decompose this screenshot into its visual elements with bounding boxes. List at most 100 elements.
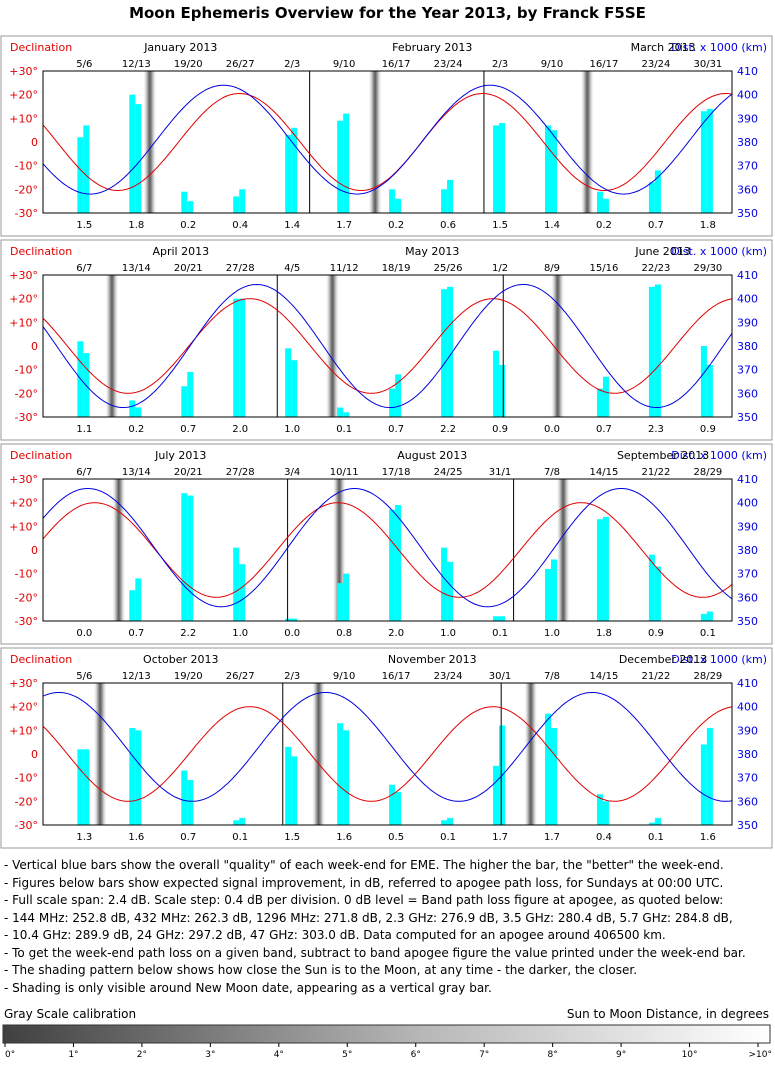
- quality-bar: [706, 108, 713, 213]
- improvement-db-label: 1.6: [700, 832, 716, 843]
- quality-bar: [544, 568, 551, 621]
- declination-tick: -30°: [15, 207, 38, 220]
- quality-bar: [337, 723, 344, 825]
- declination-tick: +20°: [9, 701, 38, 714]
- quality-bar: [129, 727, 136, 825]
- weekend-label: 6/7: [76, 467, 92, 478]
- weekend-label: 9/10: [333, 59, 355, 70]
- quality-bar: [129, 94, 136, 213]
- declination-tick: +30°: [9, 269, 38, 282]
- weekend-label: 21/22: [642, 467, 671, 478]
- declination-tick: -20°: [15, 591, 38, 604]
- quality-bar: [441, 820, 448, 825]
- quality-bar: [706, 727, 713, 825]
- gray-scale-tick: 1°: [68, 1050, 78, 1060]
- distance-tick: 380: [737, 544, 758, 557]
- quality-bar: [395, 791, 402, 825]
- distance-tick: 350: [737, 411, 758, 424]
- improvement-db-label: 0.6: [440, 220, 456, 231]
- declination-tick: -30°: [15, 411, 38, 424]
- quality-bar: [654, 817, 661, 825]
- gray-scale-tick: 8°: [548, 1050, 558, 1060]
- declination-tick: +20°: [9, 497, 38, 510]
- gray-scale-calibration: 0° 1° 2° 3° 4° 5° 6° 7° 8° 9° 10° >10°: [2, 1024, 772, 1060]
- quality-bar: [343, 573, 350, 621]
- note-line: - Full scale span: 2.4 dB. Scale step: 0…: [4, 893, 724, 907]
- quality-bar: [447, 561, 454, 621]
- weekend-label: 12/13: [122, 671, 151, 682]
- plot-frame: [42, 274, 733, 418]
- sun-proximity-bar: [523, 683, 538, 825]
- declination-tick: +20°: [9, 89, 38, 102]
- distance-curve: [42, 692, 733, 802]
- sun-proximity-bar: [111, 479, 126, 621]
- note-line: - Vertical blue bars show the overall "q…: [4, 858, 724, 872]
- improvement-db-label: 2.0: [232, 424, 248, 435]
- note-line: - 144 MHz: 252.8 dB, 432 MHz: 262.3 dB, …: [4, 910, 733, 925]
- weekend-label: 30/1: [489, 671, 511, 682]
- quality-bar: [135, 104, 142, 213]
- improvement-db-label: 0.4: [596, 832, 612, 843]
- weekend-label: 10/11: [330, 467, 359, 478]
- right-axis-label: Dist. x 1000 (km): [671, 245, 767, 258]
- improvement-db-label: 0.1: [336, 424, 352, 435]
- improvement-db-label: 1.7: [492, 832, 508, 843]
- note-line: - Shading is only visible around New Moo…: [4, 980, 492, 995]
- month-label: January 2013: [143, 41, 217, 54]
- declination-tick: +10°: [9, 724, 38, 737]
- sun-proximity-bar: [325, 275, 340, 417]
- weekend-label: 24/25: [434, 467, 463, 478]
- quality-bar: [77, 137, 84, 213]
- month-label: November 2013: [388, 653, 477, 666]
- weekend-label: 13/14: [122, 263, 151, 274]
- distance-tick: 410: [737, 269, 758, 282]
- weekend-label: 16/17: [382, 59, 411, 70]
- improvement-db-label: 1.5: [76, 220, 92, 231]
- distance-tick: 410: [737, 473, 758, 486]
- left-axis-label: Declination: [10, 245, 72, 258]
- weekend-label: 26/27: [226, 59, 255, 70]
- weekend-label: 16/17: [590, 59, 619, 70]
- improvement-db-label: 0.7: [388, 424, 404, 435]
- weekend-label: 2/3: [492, 59, 508, 70]
- weekend-label: 30/31: [693, 59, 722, 70]
- quality-bar: [233, 196, 240, 213]
- improvement-db-label: 1.3: [76, 832, 92, 843]
- weekend-label: 23/24: [642, 59, 671, 70]
- quality-bar: [596, 794, 603, 825]
- improvement-db-label: 2.0: [388, 628, 404, 639]
- quality-bar: [447, 286, 454, 417]
- gray-scale-tick: 10°: [682, 1050, 698, 1060]
- note-line: - 10.4 GHz: 289.9 dB, 24 GHz: 297.2 dB, …: [4, 928, 666, 942]
- distance-tick: 350: [737, 615, 758, 628]
- improvement-db-label: 0.1: [232, 832, 248, 843]
- declination-tick: +30°: [9, 473, 38, 486]
- improvement-db-label: 0.7: [596, 424, 612, 435]
- quality-bar: [602, 516, 609, 621]
- quality-bar: [596, 519, 603, 621]
- declination-tick: -20°: [15, 387, 38, 400]
- weekend-label: 17/18: [382, 467, 411, 478]
- gray-scale-tick: 9°: [616, 1050, 626, 1060]
- declination-tick: -10°: [15, 568, 38, 581]
- quality-bar: [395, 198, 402, 213]
- gray-scale-tick: 7°: [479, 1050, 489, 1060]
- month-label: September 2013: [617, 449, 709, 462]
- page-title: Moon Ephemeris Overview for the Year 201…: [129, 4, 646, 22]
- weekend-label: 7/8: [544, 671, 560, 682]
- weekend-label: 23/24: [434, 59, 463, 70]
- quality-bar: [550, 559, 557, 621]
- declination-tick: +10°: [9, 112, 38, 125]
- improvement-db-label: 1.0: [284, 424, 300, 435]
- quality-bar: [135, 578, 142, 621]
- quality-bar: [700, 346, 707, 417]
- left-axis-label: Declination: [10, 449, 72, 462]
- declination-tick: 0: [31, 136, 38, 149]
- quality-bar: [285, 618, 292, 621]
- quality-bar: [239, 817, 246, 825]
- improvement-db-label: 0.1: [492, 628, 508, 639]
- panel-frame: [0, 443, 773, 645]
- quality-bar: [493, 350, 500, 417]
- improvement-db-label: 1.6: [128, 832, 144, 843]
- quality-bar: [700, 111, 707, 213]
